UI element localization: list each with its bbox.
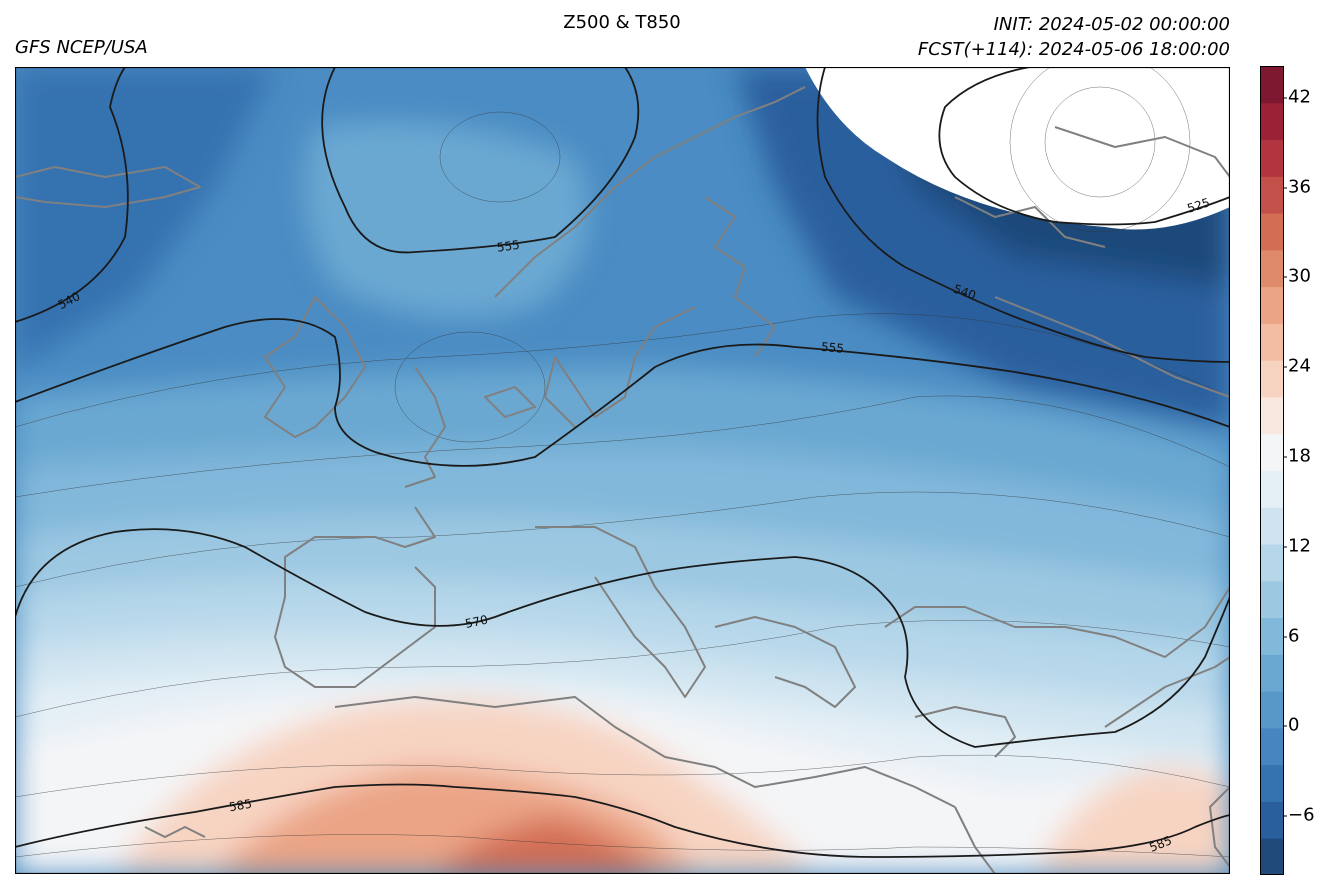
colorbar-band bbox=[1260, 323, 1284, 361]
colorbar-tick: 42 bbox=[1283, 86, 1311, 108]
colorbar-tick: 12 bbox=[1283, 535, 1311, 557]
colorbar-band bbox=[1260, 102, 1284, 141]
colorbar-tick: −6 bbox=[1283, 804, 1315, 826]
colorbar-band bbox=[1260, 213, 1284, 251]
colorbar-tick: 6 bbox=[1282, 625, 1300, 647]
contour-label-555-north: 555 bbox=[496, 238, 521, 255]
colorbar-tick: 0 bbox=[1282, 714, 1300, 736]
colorbar-band bbox=[1260, 470, 1284, 508]
colorbar-band bbox=[1260, 617, 1284, 655]
weather-map: 540 555 555 540 525 570 585 585 bbox=[15, 67, 1230, 874]
colorbar-band bbox=[1260, 764, 1284, 802]
map-frame bbox=[15, 67, 1230, 874]
colorbar-band bbox=[1260, 691, 1284, 729]
colorbar-band bbox=[1260, 433, 1284, 471]
colorbar-tick-labels: 42 36 30 24 18 12 6 0 −6 bbox=[1282, 66, 1344, 875]
colorbar-tick: 24 bbox=[1283, 355, 1311, 377]
colorbar-tick: 36 bbox=[1283, 176, 1311, 198]
colorbar-band bbox=[1260, 838, 1284, 875]
model-source-label: GFS NCEP/USA bbox=[15, 37, 148, 58]
colorbar-band bbox=[1260, 360, 1284, 398]
colorbar-band bbox=[1260, 544, 1284, 582]
colorbar-band bbox=[1260, 580, 1284, 619]
colorbar-band bbox=[1260, 176, 1284, 214]
z500-main-contours bbox=[15, 67, 1230, 858]
colorbar-band bbox=[1260, 66, 1284, 104]
contour-label-585-west: 585 bbox=[228, 797, 253, 815]
colorbar-band bbox=[1260, 801, 1284, 839]
forecast-time-label: FCST(+114): 2024-05-06 18:00:00 bbox=[917, 39, 1230, 60]
colorbar-band bbox=[1260, 654, 1284, 692]
z500-thin-contours bbox=[15, 67, 1230, 858]
contour-label-570: 570 bbox=[464, 613, 489, 631]
contour-label-525: 525 bbox=[1185, 195, 1211, 215]
colorbar-band bbox=[1260, 286, 1284, 324]
coastlines bbox=[15, 86, 1230, 874]
colorbar-frame bbox=[1260, 66, 1284, 875]
colorbar-band bbox=[1260, 396, 1284, 435]
colorbar-band bbox=[1260, 249, 1284, 288]
colorbar-tick: 30 bbox=[1283, 265, 1311, 287]
contour-label-555-east: 555 bbox=[821, 340, 845, 356]
run-info: INIT: 2024-05-02 00:00:00 FCST(+114): 20… bbox=[918, 12, 1230, 62]
colorbar-band bbox=[1260, 507, 1284, 545]
t850-field bbox=[15, 67, 1230, 874]
colorbar-band bbox=[1260, 727, 1284, 766]
colorbar-band bbox=[1260, 139, 1284, 177]
colorbar bbox=[1260, 66, 1284, 875]
colorbar-tick: 18 bbox=[1283, 445, 1311, 467]
init-time-label: INIT: 2024-05-02 00:00:00 bbox=[993, 14, 1230, 35]
chart-title: Z500 & T850 bbox=[563, 12, 681, 33]
